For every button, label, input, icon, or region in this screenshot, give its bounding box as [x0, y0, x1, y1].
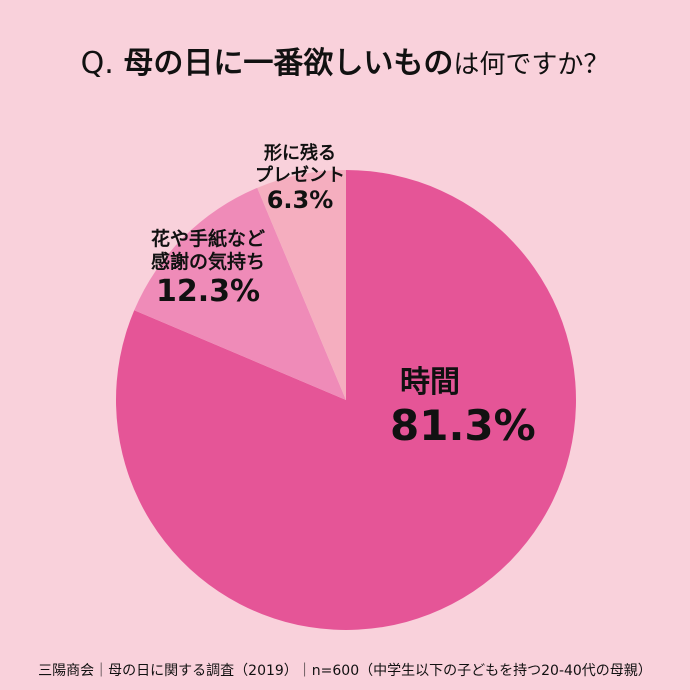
title-prefix: Q.	[80, 46, 114, 81]
slice-1-name-line1: 花や手紙など	[150, 228, 265, 250]
slice-2-name-line2: プレゼント	[255, 164, 345, 186]
chart-title: Q. 母の日に一番欲しいものは何ですか？	[0, 38, 690, 82]
slice-0-value: 81.3%	[390, 401, 536, 450]
slice-2-name-line1: 形に残る	[264, 143, 336, 164]
slice-label-1: 花や手紙など 感謝の気持ち 12.3%	[128, 228, 288, 310]
slice-0-name: 時間	[400, 365, 460, 400]
slice-1-name-line2: 感謝の気持ち	[150, 250, 265, 273]
slice-label-2: 形に残る プレゼント 6.3%	[235, 143, 365, 215]
title-rest: は何ですか？	[453, 50, 610, 80]
pie-slice-1	[134, 187, 346, 400]
slice-1-value: 12.3%	[155, 273, 261, 309]
slice-label-0: 時間 81.3%	[370, 365, 536, 451]
slice-2-value: 6.3%	[266, 186, 334, 215]
title-main: 母の日に一番欲しいもの	[123, 46, 454, 81]
source-footer: 三陽商会｜母の日に関する調査（2019）｜n=600（中学生以下の子どもを持つ2…	[38, 663, 652, 679]
pie-slice-2	[257, 170, 346, 400]
